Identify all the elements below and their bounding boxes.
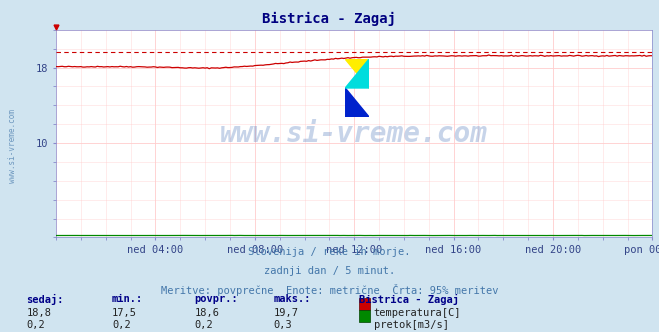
Text: temperatura[C]: temperatura[C]	[374, 308, 461, 318]
Polygon shape	[345, 88, 369, 117]
Text: 0,2: 0,2	[112, 320, 130, 330]
Text: 19,7: 19,7	[273, 308, 299, 318]
Text: maks.:: maks.:	[273, 294, 311, 304]
Polygon shape	[345, 59, 369, 88]
Text: min.:: min.:	[112, 294, 143, 304]
Text: 18,8: 18,8	[26, 308, 51, 318]
Text: www.si-vreme.com: www.si-vreme.com	[220, 120, 488, 148]
Text: www.si-vreme.com: www.si-vreme.com	[8, 109, 17, 183]
Text: 0,2: 0,2	[26, 320, 45, 330]
Text: Slovenija / reke in morje.: Slovenija / reke in morje.	[248, 247, 411, 257]
Text: povpr.:: povpr.:	[194, 294, 238, 304]
Text: sedaj:: sedaj:	[26, 294, 64, 305]
Text: Meritve: povprečne  Enote: metrične  Črta: 95% meritev: Meritve: povprečne Enote: metrične Črta:…	[161, 284, 498, 296]
Text: Bistrica - Zagaj: Bistrica - Zagaj	[359, 294, 459, 305]
Text: zadnji dan / 5 minut.: zadnji dan / 5 minut.	[264, 266, 395, 276]
Text: 18,6: 18,6	[194, 308, 219, 318]
Polygon shape	[345, 59, 369, 88]
Text: 0,3: 0,3	[273, 320, 292, 330]
Text: Bistrica - Zagaj: Bistrica - Zagaj	[262, 12, 397, 26]
Text: 17,5: 17,5	[112, 308, 137, 318]
Text: pretok[m3/s]: pretok[m3/s]	[374, 320, 449, 330]
Text: 0,2: 0,2	[194, 320, 213, 330]
